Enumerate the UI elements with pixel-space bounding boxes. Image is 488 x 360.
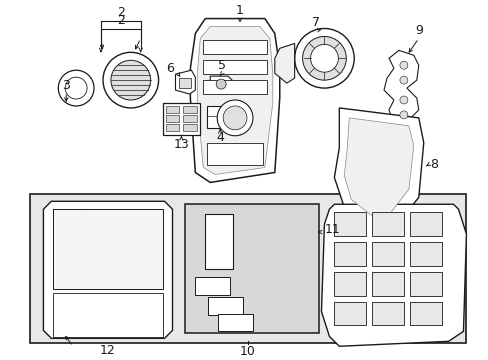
Circle shape bbox=[217, 100, 252, 136]
Polygon shape bbox=[274, 44, 294, 83]
Bar bbox=[162, 103, 200, 135]
Polygon shape bbox=[334, 108, 423, 227]
Circle shape bbox=[223, 106, 246, 130]
Bar bbox=[207, 106, 233, 128]
Text: 12: 12 bbox=[100, 344, 116, 357]
Polygon shape bbox=[344, 118, 413, 215]
Text: 10: 10 bbox=[240, 345, 255, 358]
Bar bbox=[409, 242, 441, 266]
Bar bbox=[334, 242, 366, 266]
Polygon shape bbox=[175, 70, 195, 94]
Text: 13: 13 bbox=[173, 138, 189, 151]
Text: 2: 2 bbox=[117, 14, 124, 27]
Circle shape bbox=[103, 52, 158, 108]
Bar bbox=[185, 204, 319, 333]
Bar bbox=[165, 106, 179, 113]
Bar bbox=[53, 209, 162, 289]
Circle shape bbox=[111, 60, 150, 100]
Text: 8: 8 bbox=[429, 158, 437, 171]
Circle shape bbox=[65, 77, 87, 99]
Circle shape bbox=[399, 61, 407, 69]
Circle shape bbox=[399, 76, 407, 84]
Text: 4: 4 bbox=[216, 131, 224, 144]
Circle shape bbox=[399, 111, 407, 119]
Bar bbox=[371, 272, 403, 296]
Text: 5: 5 bbox=[218, 59, 225, 72]
Bar bbox=[207, 143, 263, 165]
Bar bbox=[203, 60, 266, 74]
Circle shape bbox=[399, 96, 407, 104]
Bar bbox=[165, 115, 179, 122]
Circle shape bbox=[58, 70, 94, 106]
Bar bbox=[218, 314, 252, 332]
Text: 3: 3 bbox=[62, 78, 70, 91]
Bar bbox=[334, 272, 366, 296]
Bar bbox=[334, 212, 366, 236]
Circle shape bbox=[294, 28, 353, 88]
Polygon shape bbox=[383, 50, 418, 125]
Bar bbox=[371, 212, 403, 236]
Bar bbox=[183, 106, 197, 113]
Text: 7: 7 bbox=[312, 16, 320, 29]
Bar bbox=[29, 194, 466, 343]
Bar bbox=[165, 124, 179, 131]
Polygon shape bbox=[43, 201, 172, 338]
Bar bbox=[409, 272, 441, 296]
Bar bbox=[203, 80, 266, 94]
Circle shape bbox=[302, 36, 346, 80]
Bar bbox=[179, 78, 191, 88]
Text: 6: 6 bbox=[166, 62, 174, 75]
Bar bbox=[334, 302, 366, 325]
Polygon shape bbox=[321, 204, 466, 346]
Bar bbox=[183, 124, 197, 131]
Bar bbox=[183, 115, 197, 122]
Bar bbox=[208, 297, 243, 315]
Bar bbox=[409, 302, 441, 325]
Bar bbox=[371, 302, 403, 325]
Text: 9: 9 bbox=[414, 24, 422, 37]
Polygon shape bbox=[197, 27, 272, 175]
Text: 1: 1 bbox=[236, 4, 244, 17]
Bar bbox=[53, 293, 162, 337]
Bar bbox=[203, 40, 266, 54]
Polygon shape bbox=[210, 76, 232, 91]
Polygon shape bbox=[190, 19, 279, 183]
Circle shape bbox=[216, 79, 225, 89]
Circle shape bbox=[310, 44, 338, 72]
Bar bbox=[409, 212, 441, 236]
Text: 2: 2 bbox=[117, 6, 124, 19]
Text: 11: 11 bbox=[324, 222, 340, 235]
Bar bbox=[205, 214, 233, 269]
Bar bbox=[371, 242, 403, 266]
Bar bbox=[195, 277, 230, 294]
